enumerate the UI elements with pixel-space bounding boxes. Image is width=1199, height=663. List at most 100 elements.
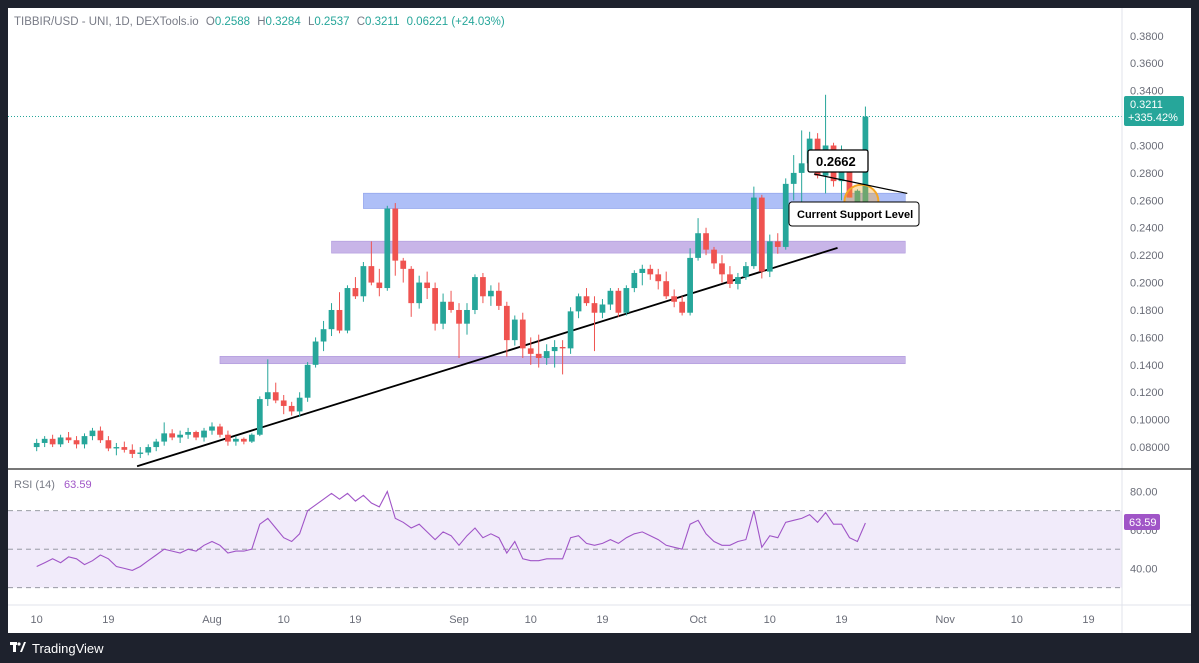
candle-down[interactable]	[392, 208, 399, 261]
candle-down[interactable]	[424, 282, 431, 289]
candle-down[interactable]	[559, 346, 566, 349]
candle-down[interactable]	[73, 440, 80, 445]
candle-up[interactable]	[798, 163, 805, 173]
candle-down[interactable]	[647, 268, 654, 275]
candle-down[interactable]	[679, 301, 686, 313]
candle-down[interactable]	[432, 288, 438, 324]
candle-up[interactable]	[360, 266, 367, 297]
candle-down[interactable]	[519, 319, 526, 349]
candle-down[interactable]	[49, 438, 56, 445]
rsi-line[interactable]	[36, 490, 866, 571]
candle-down[interactable]	[376, 282, 383, 289]
candle-down[interactable]	[758, 197, 765, 272]
candle-up[interactable]	[312, 341, 319, 365]
candle-down[interactable]	[456, 309, 462, 324]
candle-up[interactable]	[631, 272, 638, 289]
candle-up[interactable]	[153, 441, 160, 448]
candle-down[interactable]	[774, 241, 781, 247]
candle-down[interactable]	[495, 290, 502, 306]
candle-down[interactable]	[352, 288, 359, 297]
candle-up[interactable]	[248, 434, 255, 442]
candle-down[interactable]	[272, 392, 279, 401]
candle-up[interactable]	[177, 434, 183, 438]
candle-up[interactable]	[599, 304, 606, 313]
candle-down[interactable]	[97, 430, 104, 441]
candle-up[interactable]	[41, 438, 48, 443]
candle-down[interactable]	[527, 348, 534, 354]
candle-up[interactable]	[328, 309, 335, 330]
candle-up[interactable]	[89, 430, 96, 437]
candle-up[interactable]	[854, 190, 861, 204]
symbol-title[interactable]: TIBBIR/USD - UNI, 1D, DEXTools.io	[14, 16, 199, 28]
candle-up[interactable]	[567, 311, 574, 349]
candle-up[interactable]	[57, 437, 64, 445]
candle-down[interactable]	[288, 405, 295, 412]
candle-up[interactable]	[416, 282, 423, 304]
candle-down[interactable]	[105, 440, 112, 449]
candle-down[interactable]	[663, 281, 670, 297]
candle-up[interactable]	[201, 430, 207, 438]
candle-up[interactable]	[137, 452, 144, 454]
candle-up[interactable]	[344, 288, 351, 331]
candle-down[interactable]	[129, 449, 136, 454]
candle-down[interactable]	[400, 260, 407, 269]
candle-up[interactable]	[233, 438, 239, 442]
candle-up[interactable]	[296, 397, 303, 412]
candle-up[interactable]	[607, 290, 614, 305]
support-zone-blue[interactable]	[363, 192, 906, 209]
candle-up[interactable]	[161, 433, 168, 442]
candle-up[interactable]	[464, 309, 470, 324]
trend-line[interactable]	[136, 247, 838, 468]
candle-up[interactable]	[488, 290, 494, 297]
candle-up[interactable]	[33, 442, 40, 448]
candle-down[interactable]	[336, 309, 343, 331]
candle-up[interactable]	[790, 172, 797, 184]
candle-up[interactable]	[145, 447, 152, 453]
candle-down[interactable]	[169, 433, 176, 438]
candle-down[interactable]	[368, 266, 375, 283]
candle-up[interactable]	[320, 329, 327, 342]
candle-up[interactable]	[687, 257, 693, 313]
candle-down[interactable]	[615, 290, 622, 313]
candle-up[interactable]	[384, 208, 391, 289]
candle-up[interactable]	[695, 233, 701, 258]
rsi-legend[interactable]: RSI (14) 63.59	[14, 479, 92, 491]
candle-up[interactable]	[766, 241, 773, 272]
candle-up[interactable]	[440, 301, 446, 324]
candle-down[interactable]	[719, 263, 725, 275]
candle-down[interactable]	[727, 274, 733, 284]
candle-down[interactable]	[448, 301, 454, 310]
candle-down[interactable]	[583, 296, 590, 304]
candle-down[interactable]	[65, 437, 72, 441]
candle-down[interactable]	[121, 447, 128, 450]
candle-down[interactable]	[225, 434, 231, 442]
candle-up[interactable]	[81, 436, 88, 445]
candle-up[interactable]	[543, 351, 550, 358]
candle-down[interactable]	[480, 277, 486, 297]
candle-down[interactable]	[671, 296, 678, 302]
candle-down[interactable]	[535, 353, 542, 358]
candle-up[interactable]	[623, 288, 630, 313]
candle-up[interactable]	[639, 268, 646, 273]
candle-up[interactable]	[782, 183, 789, 247]
candle-up[interactable]	[185, 431, 191, 435]
candle-down[interactable]	[703, 233, 709, 250]
support-zone-purple-upper[interactable]	[331, 240, 906, 254]
candle-up[interactable]	[551, 346, 558, 352]
level-callout-box[interactable]	[807, 149, 869, 173]
support-callout-box[interactable]	[788, 201, 920, 227]
candle-up[interactable]	[209, 426, 215, 431]
candle-down[interactable]	[655, 274, 662, 282]
candle-down[interactable]	[193, 431, 199, 438]
candle-up[interactable]	[575, 296, 582, 312]
tradingview-logo-icon[interactable]	[10, 642, 26, 654]
candle-up[interactable]	[472, 277, 478, 310]
candle-up[interactable]	[113, 447, 120, 449]
candle-down[interactable]	[217, 426, 223, 435]
candle-down[interactable]	[408, 268, 415, 304]
candle-down[interactable]	[711, 249, 717, 264]
candle-up[interactable]	[304, 364, 311, 398]
candle-up[interactable]	[264, 392, 271, 400]
candle-down[interactable]	[240, 438, 247, 442]
